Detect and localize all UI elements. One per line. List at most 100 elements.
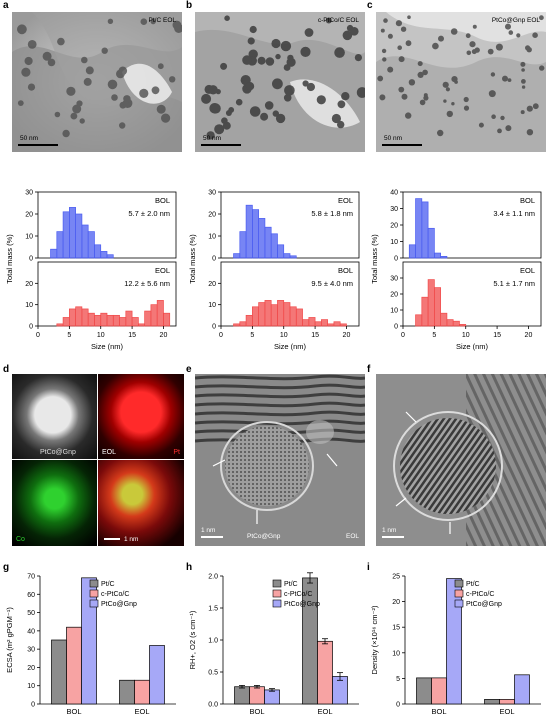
pt-map: EOL Pt — [98, 374, 184, 459]
particle-dot — [228, 107, 235, 113]
y-tick-label: 20 — [390, 292, 398, 299]
particle-dot — [397, 45, 402, 50]
pt-label: Pt — [173, 449, 180, 456]
histogram-c: 0 10 20 30 40 BOL 3.4 ± 1.1 nm 0 10 20 30 EOL 5.1 ± … — [370, 190, 542, 351]
legend-swatch — [272, 599, 282, 608]
y-tick-label: 20 — [390, 223, 398, 230]
particle-dot — [381, 48, 387, 54]
particle-dot — [520, 61, 526, 67]
particle-dot — [119, 122, 126, 129]
x-tick-label: 5 — [432, 332, 436, 339]
particle-dot — [280, 40, 292, 52]
histogram-bar — [56, 231, 64, 259]
co-label: Co — [16, 536, 25, 543]
legend-label: c-PtCo/C — [466, 591, 494, 598]
y-tick-label: 20 — [208, 212, 216, 219]
particle-dot — [451, 76, 458, 83]
particle-dot — [521, 68, 525, 72]
particle-dot — [505, 23, 511, 30]
y-axis-label: Total mass (%) — [5, 234, 14, 284]
y-tick-label: 2.0 — [208, 574, 218, 581]
particle-dot — [111, 94, 118, 101]
histogram-bar — [233, 323, 241, 327]
particle-dot — [235, 98, 243, 106]
y-axis-label: ECSA (m² gPGM⁻¹) — [5, 607, 14, 673]
particle-dot — [118, 66, 128, 76]
x-tick-label: 15 — [128, 332, 136, 339]
eol-label-e: EOL — [345, 533, 359, 540]
legend-label: c-PtCo/C — [284, 591, 312, 598]
histogram-bar — [239, 231, 247, 259]
category-label: EOL — [317, 707, 332, 716]
particle-dot — [275, 53, 281, 60]
histogram-bar — [252, 306, 259, 327]
y-tick-label: 10 — [208, 234, 216, 241]
histogram-bar — [87, 231, 95, 259]
y-tick-label: 10 — [25, 302, 33, 309]
particle-dot — [487, 48, 494, 55]
particle-dot — [214, 124, 225, 135]
particle-dot — [157, 63, 164, 70]
x-axis-label: Size (nm) — [91, 342, 124, 351]
histogram-bar — [289, 306, 297, 327]
histogram-bar — [100, 312, 108, 327]
histogram-bar — [62, 317, 70, 327]
y-tick-label: 20 — [27, 665, 35, 672]
y-tick-label: 30 — [390, 276, 398, 283]
x-tick-label: 10 — [97, 332, 105, 339]
bar — [51, 639, 67, 705]
y-tick-label: 25 — [392, 574, 400, 581]
particle-dot — [331, 113, 341, 124]
particle-dot — [463, 105, 470, 111]
particle-dot — [539, 65, 545, 71]
legend-label: PtCo@Gnp — [101, 601, 137, 608]
particle-dot — [201, 93, 212, 104]
particle-dot — [208, 85, 218, 95]
y-tick-label: 10 — [208, 302, 216, 309]
legend-swatch — [89, 579, 99, 588]
histogram-bar — [163, 312, 171, 327]
particle-dot — [521, 85, 526, 89]
legend-swatch — [454, 589, 464, 598]
legend-label: Pt/C — [466, 581, 480, 588]
scalebar-ptc — [18, 144, 58, 146]
particle-dot — [417, 61, 423, 67]
x-tick-label: 20 — [525, 332, 533, 339]
particle-dot — [465, 33, 471, 39]
particle-dot — [417, 71, 424, 78]
particle-dot — [47, 58, 56, 67]
legend-swatch — [89, 589, 99, 598]
histogram-label: BOL — [155, 196, 170, 205]
y-tick-label: 40 — [27, 628, 35, 635]
y-tick-label: 10 — [25, 234, 33, 241]
hrtem-image-e: 1 nm PtCo@Gnp EOL — [195, 374, 365, 546]
histogram-bar — [106, 314, 114, 327]
category-label: EOL — [134, 707, 149, 716]
particle-dot — [507, 78, 512, 82]
y-tick-label: 40 — [390, 190, 398, 197]
category-label: BOL — [249, 707, 264, 716]
histogram-bar — [264, 226, 272, 259]
y-tick-label: 5 — [396, 676, 400, 683]
hrtem-texture-f — [376, 374, 546, 546]
y-tick-label: 1.0 — [208, 638, 218, 645]
histogram-stat: 5.1 ± 1.7 nm — [493, 279, 535, 288]
histogram-bar — [327, 323, 335, 327]
hrtem-texture-e — [195, 374, 365, 546]
particle-dot — [401, 93, 408, 100]
histogram-bar — [289, 255, 297, 259]
panel-label-i: i — [367, 562, 370, 573]
histogram-bar — [69, 308, 76, 327]
particle-dot — [249, 25, 257, 34]
histogram-bar — [283, 253, 291, 259]
scalebar-label-ptcognp: 50 nm — [384, 135, 403, 142]
particle-dot — [350, 27, 359, 36]
particle-dot — [304, 28, 314, 37]
histogram-bar — [440, 255, 448, 259]
y-tick-label: 10 — [27, 683, 35, 690]
y-tick-label: 60 — [27, 592, 35, 599]
histogram-bar — [314, 321, 322, 327]
histogram-bar — [125, 310, 133, 327]
y-tick-label: 0 — [29, 256, 33, 263]
particle-dot — [337, 100, 346, 109]
